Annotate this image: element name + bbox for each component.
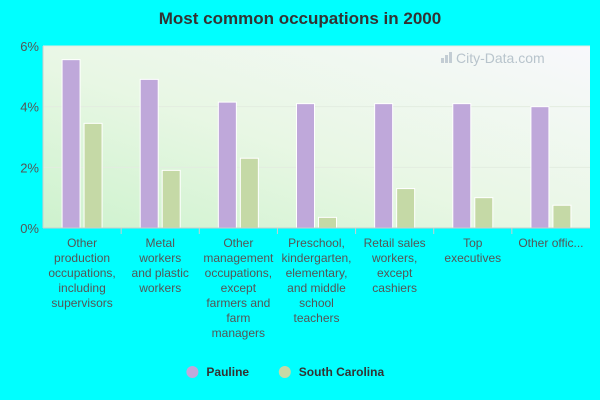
category-label: Other offic... xyxy=(518,236,583,250)
category-label: Other management occupations, except farmers… xyxy=(203,236,274,340)
category-label: Retail sales workers, except cashiers xyxy=(364,236,426,295)
category-label: Top executives xyxy=(444,236,501,265)
watermark-icon xyxy=(441,52,452,63)
bar-south-carolina xyxy=(396,188,416,229)
bar-pauline xyxy=(530,106,550,229)
bar-south-carolina xyxy=(474,197,494,229)
category-label: Preschool, kindergarten, elementary, and mi… xyxy=(281,236,351,325)
bar-south-carolina xyxy=(318,216,337,229)
bar-south-carolina xyxy=(239,157,259,229)
axes: 0% 2% 4% 6% Other production occupations, inclu… xyxy=(20,39,590,340)
watermark-text: City-Data.com xyxy=(456,50,545,66)
category-label: Other production occupations, including supe… xyxy=(48,236,115,310)
bar-pauline xyxy=(374,103,394,229)
bar-south-carolina xyxy=(161,169,181,229)
grid-lines xyxy=(43,45,590,168)
y-tick-label: 6% xyxy=(20,39,39,54)
bar-pauline xyxy=(452,103,472,229)
bars xyxy=(61,59,572,229)
legend: Pauline South Carolina xyxy=(186,365,384,379)
legend-swatch-south-carolina xyxy=(278,366,291,378)
y-tick-label: 4% xyxy=(20,100,39,115)
category-label: Metal workers and plastic workers xyxy=(132,236,189,295)
legend-swatch-pauline xyxy=(186,366,199,378)
bar-pauline xyxy=(217,101,237,229)
watermark: City-Data.com xyxy=(441,50,545,66)
y-tick-label: 0% xyxy=(20,221,39,236)
bar-south-carolina xyxy=(83,122,103,229)
chart-title: Most common occupations in 2000 xyxy=(159,9,441,28)
y-tick-label: 2% xyxy=(20,160,39,175)
legend-label-south-carolina: South Carolina xyxy=(299,365,385,379)
bar-pauline xyxy=(139,78,159,229)
bar-pauline xyxy=(296,103,315,229)
legend-label-pauline: Pauline xyxy=(206,365,249,379)
bar-pauline xyxy=(61,59,81,229)
plot-area xyxy=(43,46,590,228)
bar-south-carolina xyxy=(552,204,572,229)
